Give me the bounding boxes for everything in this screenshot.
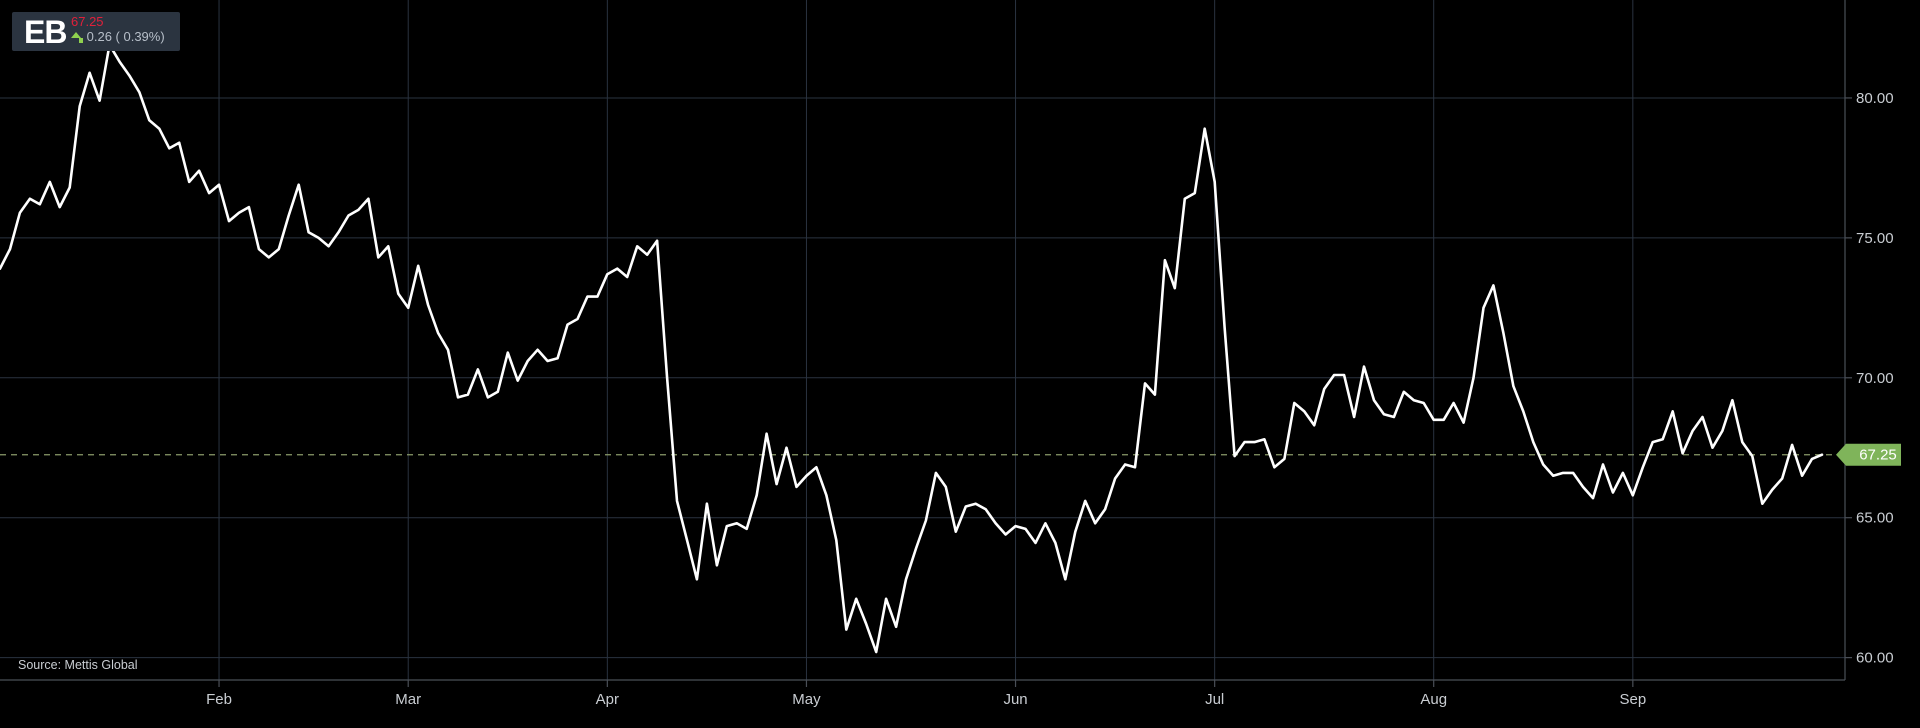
y-tick-label: 60.00: [1856, 650, 1894, 667]
y-tick-label: 65.00: [1856, 510, 1894, 527]
x-axis-ticks: Feb Mar Apr May Jun Jul Aug Sep: [206, 691, 1646, 708]
x-tick-label: May: [792, 691, 821, 708]
last-price-tag-shape: [1836, 443, 1901, 466]
ticker-change: 0.26 ( 0.39%): [86, 29, 165, 44]
last-price-tag-label: 67.25: [1859, 447, 1897, 464]
y-tick-label: 75.00: [1856, 230, 1894, 247]
x-tick-label: Jul: [1205, 691, 1224, 708]
x-tick-label: Sep: [1619, 691, 1646, 708]
grid-lines: [0, 0, 1845, 680]
ticker-price: 67.25: [71, 14, 104, 29]
ticker-symbol: EB: [24, 14, 67, 50]
x-tick-label: Mar: [395, 691, 421, 708]
axes: [0, 0, 1852, 687]
y-tick-label: 70.00: [1856, 370, 1894, 387]
y-axis-ticks: 60.00 65.00 70.00 75.00 80.00: [1856, 90, 1894, 667]
price-series-line: [0, 43, 1824, 654]
x-tick-label: Apr: [596, 691, 619, 708]
last-price-tag: 67.25: [1836, 443, 1901, 466]
x-tick-label: Jun: [1003, 691, 1027, 708]
up-arrow-icon: [71, 31, 83, 43]
x-tick-label: Feb: [206, 691, 232, 708]
source-label: Source: Mettis Global: [18, 658, 138, 672]
x-tick-label: Aug: [1420, 691, 1447, 708]
y-tick-label: 80.00: [1856, 90, 1894, 107]
ticker-badge: EB 67.25 0.26 ( 0.39%): [12, 12, 180, 51]
ticker-change-row: 0.26 ( 0.39%): [71, 29, 165, 44]
